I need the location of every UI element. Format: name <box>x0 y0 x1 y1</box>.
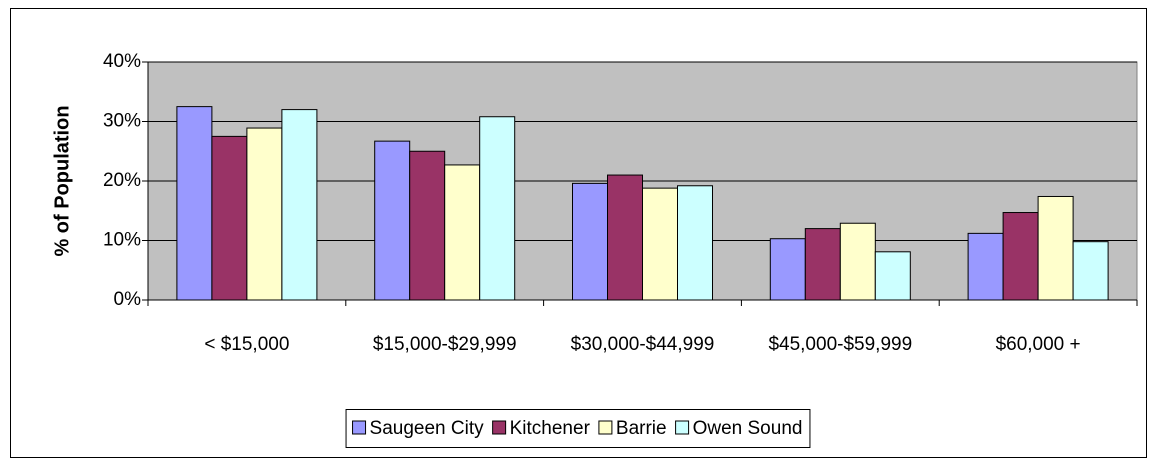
bar <box>1037 195 1074 301</box>
legend-swatch <box>492 420 507 435</box>
y-tick-label: 0% <box>114 289 142 310</box>
bar <box>967 232 1004 301</box>
legend-label: Saugeen City <box>370 418 485 439</box>
y-tick-label: 30% <box>103 111 141 132</box>
legend-label: Kitchener <box>510 418 591 439</box>
y-tick-label: 40% <box>103 51 141 72</box>
bar <box>281 109 318 301</box>
legend-label: Owen Sound <box>693 418 803 439</box>
bar <box>374 140 411 301</box>
x-tick-label: < $15,000 <box>204 334 289 355</box>
x-tick-label: $45,000-$59,999 <box>768 334 912 355</box>
bar <box>211 135 248 301</box>
bar <box>572 182 608 301</box>
x-tick-label: $30,000-$44,999 <box>571 334 715 355</box>
bar <box>874 251 911 301</box>
y-tick-label: 20% <box>103 170 141 191</box>
legend-label: Barrie <box>616 418 667 439</box>
legend-swatch <box>598 420 613 435</box>
bar <box>409 150 446 301</box>
bar <box>839 222 876 301</box>
x-tick-label: $60,000 + <box>996 334 1081 355</box>
bar <box>769 238 806 301</box>
y-axis-title: % of Population <box>51 105 73 256</box>
bar <box>1072 241 1109 301</box>
bar <box>176 106 213 301</box>
bar <box>246 127 283 301</box>
bar <box>607 174 643 301</box>
legend <box>345 409 811 448</box>
bar <box>444 164 481 301</box>
legend-swatch <box>675 420 690 435</box>
x-tick-label: $15,000-$29,999 <box>373 334 517 355</box>
bar <box>642 187 678 301</box>
bar <box>479 116 516 301</box>
y-tick-label: 10% <box>103 230 141 251</box>
bar <box>1002 212 1039 301</box>
bar <box>677 185 713 301</box>
legend-swatch <box>352 420 367 435</box>
bar <box>804 228 841 301</box>
